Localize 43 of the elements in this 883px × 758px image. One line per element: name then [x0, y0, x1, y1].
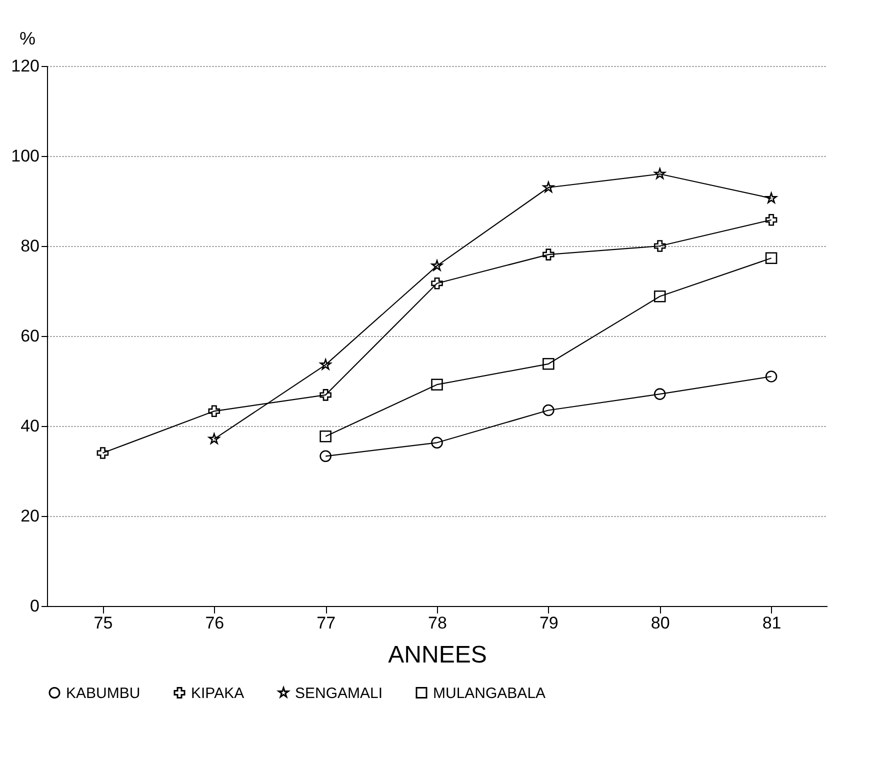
point — [542, 248, 554, 260]
y-tick-label: 0 — [30, 596, 40, 616]
point — [431, 436, 443, 449]
x-axis-title: ANNEES — [388, 642, 487, 668]
point — [208, 405, 220, 418]
y-tick-label: 40 — [20, 416, 40, 436]
legend-label: MULANGABALA — [433, 684, 546, 702]
point — [542, 182, 554, 192]
x-tick-label: 78 — [428, 614, 447, 632]
point — [431, 378, 443, 390]
point — [320, 450, 332, 462]
y-tick-label: 120 — [11, 56, 40, 76]
point — [431, 277, 443, 290]
point — [542, 404, 554, 416]
x-tick-label: 81 — [762, 614, 782, 632]
point — [654, 168, 666, 179]
point — [765, 252, 778, 264]
point — [765, 214, 778, 226]
point — [320, 430, 332, 442]
x-tick-label: 77 — [316, 614, 336, 632]
y-axis-title: % — [20, 28, 36, 48]
point — [765, 370, 778, 382]
y-tick-label: 20 — [20, 506, 40, 526]
point — [320, 389, 332, 401]
point — [654, 290, 666, 302]
point — [542, 358, 554, 370]
point — [431, 260, 443, 271]
point — [96, 447, 109, 459]
point — [320, 358, 332, 370]
x-tick-label: 76 — [205, 614, 224, 632]
x-tick-label: 80 — [650, 614, 670, 632]
point — [208, 433, 220, 444]
point — [766, 192, 777, 204]
legend-label: SENGAMALI — [295, 684, 383, 702]
point — [654, 388, 666, 400]
legend-label: KABUMBU — [66, 684, 140, 702]
x-tick-label: 79 — [539, 614, 558, 632]
point — [654, 240, 666, 252]
y-tick-label: 100 — [11, 146, 40, 166]
y-tick-label: 80 — [20, 236, 40, 256]
y-tick-label: 60 — [20, 326, 40, 346]
x-tick-label: 75 — [94, 614, 113, 632]
legend-label: KIPAKA — [191, 684, 244, 702]
